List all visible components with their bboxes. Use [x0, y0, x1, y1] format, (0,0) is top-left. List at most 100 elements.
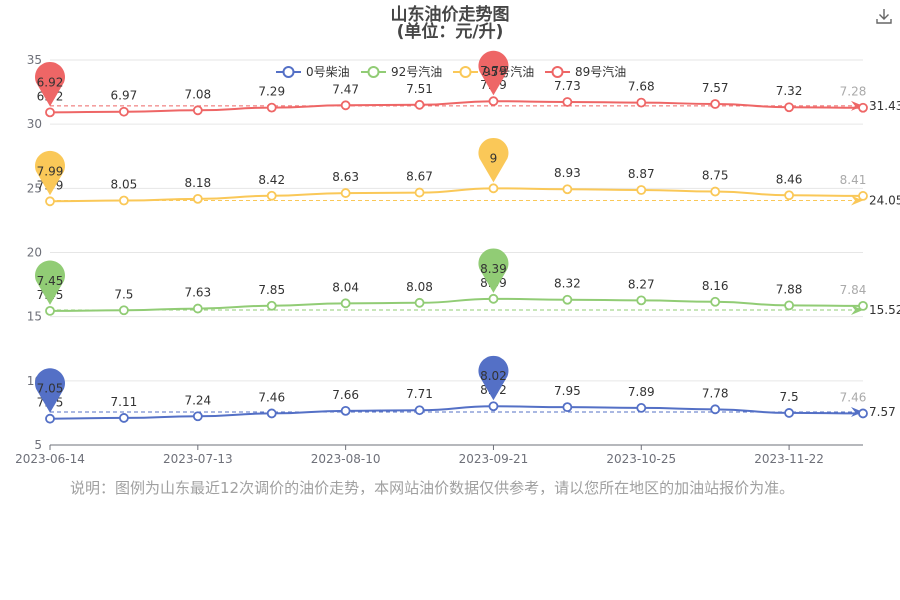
- data-label: 7.73: [554, 79, 581, 93]
- legend-symbol: [459, 66, 472, 78]
- series-line-0: [49, 405, 864, 420]
- average-arrow-1: [851, 304, 863, 315]
- data-point: [119, 305, 129, 316]
- data-point: [192, 193, 203, 204]
- legend-symbol: [367, 66, 380, 78]
- data-point: [192, 105, 203, 116]
- data-point: [858, 102, 868, 113]
- data-label: 7.29: [258, 85, 285, 99]
- data-label: 8.27: [628, 277, 655, 291]
- chart-title: 山东油价走势图: [390, 5, 510, 25]
- pin-shape: [478, 50, 509, 96]
- data-label: 7.84: [840, 283, 867, 297]
- y-tick-label: 30: [27, 117, 42, 131]
- data-point: [340, 100, 351, 111]
- data-label: 7.28: [840, 85, 867, 99]
- pin-label: 6.92: [37, 75, 64, 89]
- data-label: 7.71: [406, 387, 433, 401]
- legend-symbol: [282, 66, 295, 78]
- legend-label: 92号汽油: [391, 64, 442, 79]
- data-label: 7.11: [111, 395, 138, 409]
- pin-shape: [35, 368, 65, 413]
- data-label: 7.85: [258, 283, 285, 297]
- max-marker-1: 8.39: [478, 248, 509, 293]
- series-line-2: [49, 187, 864, 203]
- data-label: 8.87: [628, 167, 655, 181]
- data-point: [710, 404, 721, 415]
- data-point: [119, 413, 129, 423]
- legend-label: 89号汽油: [575, 64, 626, 79]
- data-label: 7.46: [258, 390, 285, 404]
- data-label: 7.95: [554, 384, 581, 398]
- data-point: [636, 403, 647, 413]
- average-arrow-3: [851, 100, 863, 111]
- data-label: 7.89: [628, 385, 655, 399]
- max-marker-0: 8.02: [478, 355, 509, 401]
- pin-label: 7.45: [37, 274, 64, 288]
- y-tick-label: 5: [34, 438, 42, 452]
- average-label-0: 7.57: [869, 405, 896, 419]
- data-label: 8.75: [702, 169, 729, 183]
- legend-item-3[interactable]: 89号汽油: [545, 64, 626, 79]
- max-marker-3: 7.79: [478, 50, 509, 96]
- data-point: [192, 411, 203, 422]
- data-label: 7.66: [332, 388, 359, 402]
- data-point: [340, 405, 351, 416]
- data-point: [414, 99, 425, 110]
- data-point: [636, 97, 647, 108]
- pin-shape: [478, 137, 509, 183]
- pin-label: 8.02: [480, 369, 507, 383]
- data-point: [488, 183, 499, 194]
- data-point: [858, 191, 868, 201]
- legend-symbol: [551, 66, 564, 78]
- series-line-1: [49, 297, 864, 312]
- data-label: 7.51: [406, 82, 433, 96]
- start-marker-3: 6.92: [35, 61, 65, 107]
- legend-item-2[interactable]: 95号汽油: [453, 64, 534, 79]
- data-label: 7.24: [184, 393, 211, 407]
- data-label: 7.5: [114, 287, 133, 301]
- data-point: [119, 195, 129, 206]
- data-point: [266, 408, 277, 419]
- data-label: 7.5: [780, 390, 799, 404]
- data-point: [45, 107, 55, 118]
- pin-label: 7.99: [37, 164, 64, 178]
- data-point: [858, 408, 868, 419]
- data-point: [562, 184, 573, 195]
- data-label: 8.63: [332, 170, 359, 184]
- start-marker-2: 7.99: [35, 150, 65, 196]
- data-point: [710, 296, 721, 307]
- data-point: [636, 185, 647, 195]
- data-point: [562, 97, 573, 107]
- data-point: [784, 102, 794, 113]
- data-label: 8.67: [406, 170, 433, 184]
- average-label-3: 31.43: [869, 99, 900, 113]
- data-label: 8.16: [702, 279, 729, 293]
- data-label: 8.32: [554, 277, 581, 291]
- data-point: [45, 413, 55, 424]
- y-tick-label: 20: [27, 246, 42, 260]
- average-arrow-0: [851, 407, 863, 418]
- data-point: [858, 300, 868, 311]
- data-point: [488, 293, 499, 304]
- legend-item-0[interactable]: 0号柴油: [276, 65, 350, 79]
- max-marker-2: 9: [478, 137, 509, 183]
- data-point: [45, 305, 55, 316]
- x-tick-label: 2023-07-13: [163, 452, 233, 466]
- average-label-1: 15.52: [869, 303, 900, 317]
- data-label: 7.47: [332, 82, 359, 96]
- data-label: 7.08: [184, 87, 211, 101]
- legend-item-1[interactable]: 92号汽油: [361, 64, 442, 79]
- data-label: 8.93: [554, 166, 581, 180]
- data-point: [784, 190, 794, 201]
- pin-label: 7.79: [480, 64, 507, 78]
- download-icon[interactable]: [874, 6, 894, 26]
- data-point: [119, 106, 129, 117]
- data-label: 8.41: [840, 173, 867, 187]
- x-tick-label: 2023-08-10: [311, 452, 381, 466]
- pin-label: 8.39: [480, 262, 507, 276]
- data-label: 7.32: [776, 84, 803, 98]
- x-tick-label: 2023-10-25: [606, 452, 676, 466]
- data-label: 8.46: [776, 172, 803, 186]
